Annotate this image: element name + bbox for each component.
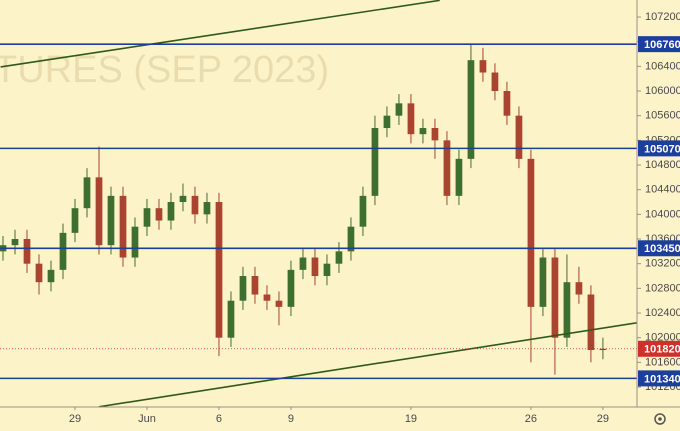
candle-body [539, 257, 547, 307]
candle-body [71, 208, 79, 233]
candle-body [407, 103, 415, 135]
level-label: 106760 [644, 39, 680, 51]
candle-body [191, 195, 199, 215]
candle-body [227, 300, 235, 338]
x-tick-label: 9 [288, 413, 294, 425]
candle-body [275, 300, 283, 307]
x-tick-label: 19 [405, 413, 417, 425]
candle-body [155, 208, 163, 221]
candle-body [263, 294, 271, 301]
level-label: 101340 [644, 373, 680, 385]
candle-body [239, 276, 247, 301]
settings-icon[interactable] [654, 413, 666, 425]
candle-body [299, 257, 307, 270]
candle-body [143, 208, 151, 227]
candle-body [467, 60, 475, 159]
candle-body [95, 177, 103, 246]
candle-body [59, 232, 67, 270]
candle-body [563, 282, 571, 338]
candle-body [599, 348, 607, 351]
candle-body [323, 263, 331, 277]
candle-body [335, 251, 343, 264]
candle-body [371, 128, 379, 196]
candle-body [503, 91, 511, 116]
x-tick-label: 26 [525, 413, 537, 425]
candle-body [47, 269, 55, 283]
y-tick-label: 101600 [645, 356, 680, 368]
y-tick-label: 107200 [645, 11, 680, 23]
trend-line [98, 322, 637, 407]
x-tick-label: 29 [69, 413, 81, 425]
candle-body [203, 202, 211, 215]
candle-body [491, 72, 499, 92]
candle-body [587, 294, 595, 351]
candle-body [575, 282, 583, 295]
plot-area [0, 0, 637, 407]
y-tick-label: 102400 [645, 307, 680, 319]
level-label: 105070 [644, 143, 680, 155]
x-tick-label: Jun [138, 413, 156, 425]
candle-body [455, 158, 463, 196]
candle-body [23, 239, 31, 264]
candle-body [167, 202, 175, 221]
candle-body [179, 195, 187, 203]
candle-body [11, 239, 19, 246]
y-tick-label: 102800 [645, 282, 680, 294]
x-tick-label: 6 [216, 413, 222, 425]
candle-body [107, 195, 115, 246]
candle-body [311, 257, 319, 277]
candle-body [83, 177, 91, 209]
y-tick-label: 106400 [645, 60, 680, 72]
candle-body [431, 128, 439, 141]
candle-body [395, 103, 403, 116]
last-price-label: 101820 [644, 344, 680, 356]
candle-body [443, 140, 451, 196]
candle-body [35, 263, 43, 283]
candle-body [359, 195, 367, 227]
level-label-box [638, 140, 680, 157]
candle-body [479, 60, 487, 73]
candle-body [419, 128, 427, 135]
last-price-box [638, 340, 680, 357]
level-label-box [638, 370, 680, 387]
candle-body [251, 276, 259, 295]
candle-body [119, 195, 127, 258]
candle-body [515, 115, 523, 159]
candle-body [383, 115, 391, 129]
y-tick-label: 103200 [645, 258, 680, 270]
level-label-box [638, 36, 680, 53]
watermark: TURES (SEP 2023) [0, 49, 329, 91]
candle-body [131, 226, 139, 258]
y-tick-label: 106000 [645, 85, 680, 97]
candle-body [551, 257, 559, 338]
y-tick-label: 104000 [645, 208, 680, 220]
y-tick-label: 104800 [645, 159, 680, 171]
y-tick-label: 105600 [645, 110, 680, 122]
candle-body [287, 269, 295, 307]
level-label: 103450 [644, 243, 680, 255]
level-label-box [638, 240, 680, 257]
x-tick-label: 29 [597, 413, 609, 425]
candle-body [215, 202, 223, 338]
trend-line [0, 0, 440, 68]
candle-body [347, 226, 355, 252]
y-tick-label: 102000 [645, 332, 680, 344]
y-tick-label: 104400 [645, 184, 680, 196]
candle-body [527, 158, 535, 307]
